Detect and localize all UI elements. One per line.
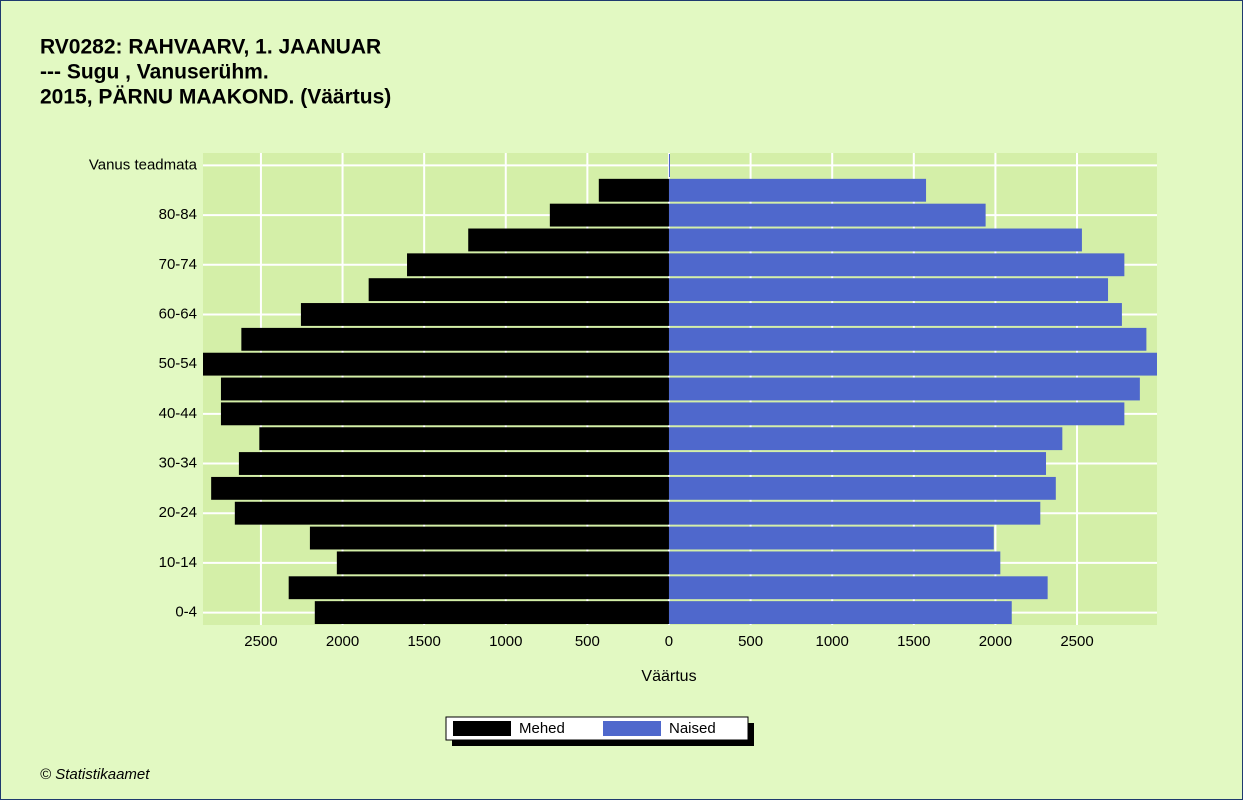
legend	[445, 716, 749, 741]
bar	[668, 253, 1125, 277]
bar	[468, 228, 669, 252]
bar	[220, 402, 669, 426]
title-line: 2015, PÄRNU MAAKOND. (Väärtus)	[40, 86, 391, 109]
legend-swatch	[453, 721, 511, 736]
legend-swatch	[603, 721, 661, 736]
bar	[241, 327, 669, 351]
legend-label: Mehed	[519, 720, 565, 737]
x-tick-label: 1000	[816, 633, 849, 650]
bar	[211, 476, 669, 500]
x-tick-label: 1000	[489, 633, 522, 650]
bar	[549, 203, 669, 227]
bar	[668, 178, 927, 202]
bar	[668, 402, 1125, 426]
x-tick-label: 500	[575, 633, 600, 650]
title-line: --- Sugu , Vanuserühm.	[40, 61, 269, 84]
x-tick-label: 500	[738, 633, 763, 650]
bar	[668, 501, 1041, 525]
bar	[309, 526, 669, 550]
x-tick-label: 1500	[897, 633, 930, 650]
bar	[668, 352, 1157, 376]
y-tick-label: 70-74	[159, 256, 197, 273]
title-line: RV0282: RAHVAARV, 1. JAANUAR	[40, 36, 381, 59]
y-tick-label: 60-64	[159, 305, 197, 322]
bar	[668, 601, 1012, 625]
bar	[668, 228, 1082, 252]
x-tick-label: 1500	[407, 633, 440, 650]
bar	[668, 278, 1109, 302]
x-tick-label: 2500	[1060, 633, 1093, 650]
bar	[203, 352, 669, 376]
bar	[234, 501, 669, 525]
bar	[598, 178, 669, 202]
bar	[314, 601, 669, 625]
y-tick-label: 10-14	[159, 554, 197, 571]
x-tick-label: 2000	[979, 633, 1012, 650]
bar	[668, 551, 1001, 575]
bar	[259, 427, 669, 451]
x-tick-label: 2000	[326, 633, 359, 650]
bar	[288, 576, 669, 600]
bar	[238, 452, 669, 475]
bar	[668, 303, 1122, 326]
bar	[407, 253, 669, 277]
y-tick-label: 80-84	[159, 206, 197, 223]
bar	[668, 377, 1140, 401]
x-axis-label: Väärtus	[641, 668, 696, 685]
bar	[668, 476, 1056, 500]
bar	[668, 327, 1147, 351]
bar	[668, 576, 1048, 600]
legend-label: Naised	[669, 720, 716, 737]
x-tick-label: 2500	[244, 633, 277, 650]
bar	[668, 427, 1063, 451]
y-tick-label: 40-44	[159, 405, 197, 422]
bar	[668, 203, 986, 227]
bar	[220, 377, 669, 401]
y-tick-label: 50-54	[159, 355, 197, 372]
bar	[300, 303, 669, 326]
x-tick-label: 0	[665, 633, 673, 650]
y-tick-label: 30-34	[159, 454, 197, 471]
y-tick-label: 0-4	[175, 604, 197, 621]
bar	[668, 526, 994, 550]
bar	[668, 153, 670, 177]
bar	[368, 278, 669, 302]
y-tick-label: Vanus teadmata	[89, 156, 198, 173]
source: © Statistikaamet	[40, 766, 150, 783]
bar	[336, 551, 669, 575]
bar	[668, 452, 1047, 475]
y-tick-label: 20-24	[159, 504, 197, 521]
